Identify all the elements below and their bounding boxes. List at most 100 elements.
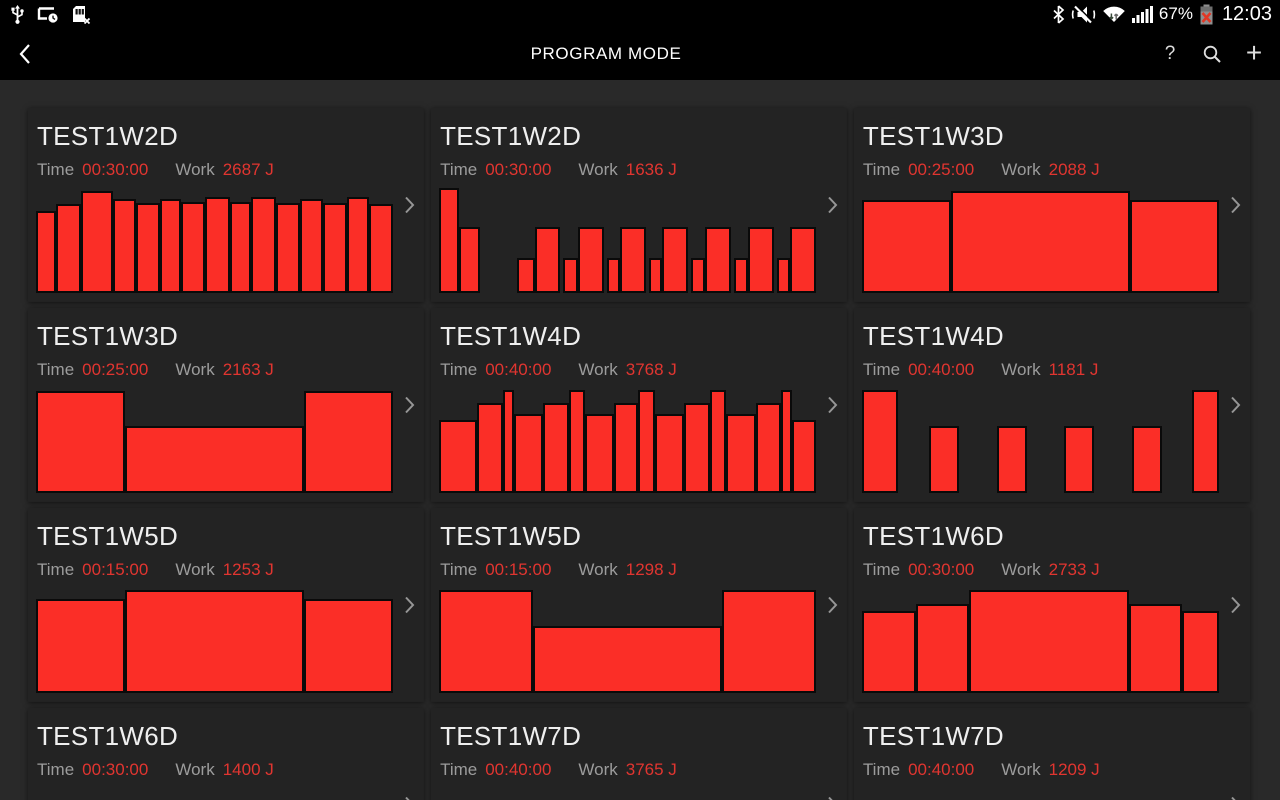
plus-icon: + [1245, 37, 1263, 68]
work-label: Work [1001, 160, 1041, 179]
status-bar-right: 67% 12:03 [1052, 3, 1274, 26]
card-title: TEST1W2D [440, 121, 582, 151]
chevron-right-icon [828, 196, 838, 214]
chart-bar [791, 419, 816, 493]
card-meta: Time 00:40:00 Work 3768 J [440, 360, 807, 380]
chevron-right-icon [1231, 396, 1241, 414]
chevron-right-icon [1231, 796, 1236, 800]
program-card[interactable]: TEST1W7D Time 00:40:00 Work 1209 J [853, 708, 1250, 800]
chart-bar [734, 258, 748, 293]
chart-bar [180, 201, 206, 293]
time-value: 00:40:00 [485, 360, 552, 379]
program-card[interactable]: TEST1W2D Time 00:30:00 Work 2687 J [28, 108, 425, 302]
time-value: 00:40:00 [908, 360, 975, 379]
chart-bar [275, 202, 301, 293]
chart-bar [439, 419, 477, 493]
chart-bar [303, 598, 394, 693]
work-label: Work [1001, 560, 1041, 579]
chart-bar [709, 390, 727, 493]
chart-bar [704, 226, 731, 293]
time-value: 00:40:00 [485, 760, 552, 779]
program-card[interactable]: TEST1W7D Time 00:40:00 Work 3765 J [431, 708, 847, 800]
work-label: Work [578, 560, 618, 579]
screen-timeout-icon [37, 7, 58, 23]
card-title: TEST1W3D [862, 121, 1005, 151]
chart-gap [1027, 492, 1065, 493]
chevron-right-icon [405, 596, 415, 614]
work-label: Work [1001, 360, 1041, 379]
card-meta: Time 00:25:00 Work 2088 J [863, 160, 1210, 180]
work-label: Work [175, 560, 215, 579]
help-button[interactable]: ? [1156, 32, 1184, 76]
search-button[interactable] [1198, 32, 1226, 76]
bar-chart [36, 388, 394, 493]
card-title: TEST1W7D [440, 721, 582, 751]
card-meta: Time 00:40:00 Work 3765 J [440, 760, 807, 780]
program-card[interactable]: TEST1W4D Time 00:40:00 Work 3768 J [431, 308, 847, 502]
chart-bar [577, 226, 604, 293]
card-meta: Time 00:15:00 Work 1253 J [37, 560, 384, 580]
chart-bar [951, 191, 1130, 293]
add-button[interactable]: + [1240, 32, 1268, 76]
work-value: 2733 J [1048, 560, 1100, 579]
bar-chart [439, 188, 816, 293]
card-title: TEST1W6D [37, 721, 179, 751]
chart-bar [534, 226, 561, 293]
chart-bar [613, 402, 639, 493]
program-card[interactable]: TEST1W2D Time 00:30:00 Work 1636 J [431, 108, 847, 302]
chart-bar [776, 258, 791, 293]
chart-bar [747, 226, 774, 293]
chart-bar [125, 425, 304, 493]
chevron-right-icon [828, 596, 838, 614]
chart-bar [620, 226, 646, 293]
chevron-right-icon [828, 396, 838, 414]
chart-bar [300, 198, 323, 293]
chart-bar [861, 199, 952, 293]
program-card[interactable]: TEST1W5D Time 00:15:00 Work 1298 J [431, 508, 847, 702]
chart-bar [568, 390, 586, 493]
bar-chart [861, 588, 1220, 693]
time-label: Time [37, 760, 75, 779]
chart-bar [1064, 425, 1095, 493]
chart-bar [251, 197, 276, 293]
bar-chart [36, 188, 394, 293]
chart-bar [533, 625, 722, 693]
bar-chart [439, 588, 816, 693]
chart-bar [458, 226, 480, 293]
chart-bar [662, 226, 689, 293]
chart-bar [513, 414, 544, 493]
program-card[interactable]: TEST1W4D Time 00:40:00 Work 1181 J [853, 308, 1250, 502]
chart-bar [36, 391, 126, 493]
chart-bar [56, 203, 81, 293]
bar-chart [861, 388, 1219, 493]
card-meta: Time 00:40:00 Work 1209 J [863, 760, 1210, 780]
chart-bar [36, 598, 126, 693]
chevron-right-icon [405, 796, 410, 800]
chart-bar [347, 197, 369, 293]
back-button[interactable] [0, 28, 48, 80]
time-value: 00:30:00 [82, 160, 149, 179]
chevron-right-icon [405, 196, 415, 214]
time-label: Time [862, 560, 901, 579]
program-card[interactable]: TEST1W3D Time 00:25:00 Work 2163 J [28, 308, 425, 502]
work-label: Work [1001, 760, 1041, 779]
program-card[interactable]: TEST1W3D Time 00:25:00 Work 2088 J [853, 108, 1250, 302]
time-label: Time [440, 760, 478, 779]
time-label: Time [37, 560, 75, 579]
work-value: 1209 J [1048, 760, 1100, 779]
chart-bar [684, 402, 710, 493]
chart-gap [898, 492, 929, 493]
program-card[interactable]: TEST1W5D Time 00:15:00 Work 1253 J [28, 508, 425, 702]
program-card[interactable]: TEST1W6D Time 00:30:00 Work 1400 J [28, 708, 425, 800]
chart-bar [928, 425, 960, 493]
chart-bar [125, 590, 304, 693]
time-label: Time [862, 160, 901, 179]
chevron-right-icon [1231, 596, 1241, 614]
program-card[interactable]: TEST1W6D Time 00:30:00 Work 2733 J [853, 508, 1250, 702]
card-title: TEST1W4D [862, 321, 1005, 351]
chart-bar [322, 202, 348, 293]
chart-bar [790, 226, 816, 293]
search-icon [1203, 45, 1221, 63]
bluetooth-icon [1053, 4, 1065, 24]
work-value: 3768 J [625, 360, 677, 379]
